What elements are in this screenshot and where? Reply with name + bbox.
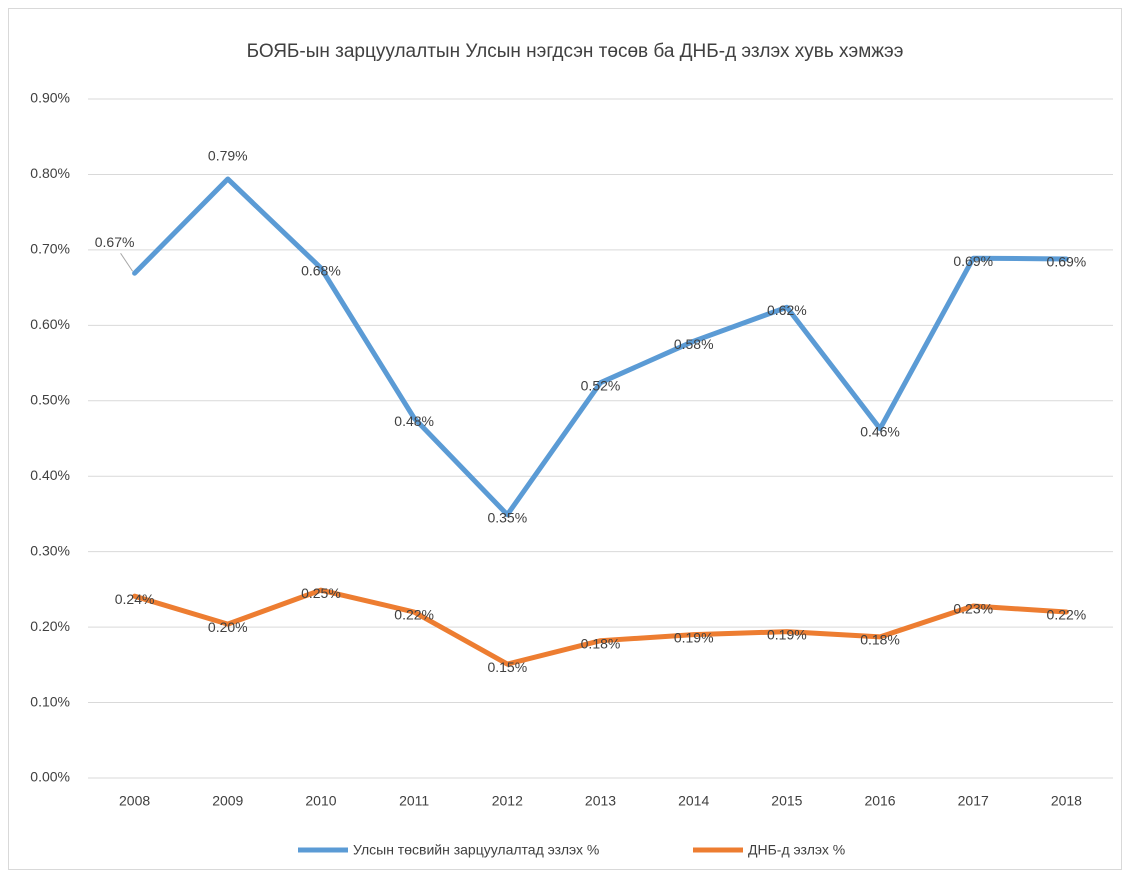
y-tick-label: 0.90% [30,90,70,106]
data-label: 0.67% [95,234,135,250]
x-tick-label: 2014 [678,793,709,809]
data-label: 0.15% [487,659,527,675]
series-line [132,176,1069,518]
series-line [132,587,1069,667]
data-label: 0.69% [953,253,993,269]
y-tick-label: 0.80% [30,165,70,181]
y-tick-label: 0.10% [30,693,70,709]
x-tick-label: 2015 [771,793,802,809]
data-label: 0.48% [394,413,434,429]
x-tick-label: 2008 [119,793,150,809]
x-tick-label: 2011 [399,793,429,809]
data-label: 0.79% [208,148,248,164]
data-label: 0.25% [301,585,341,601]
x-tick-label: 2009 [212,793,243,809]
y-tick-label: 0.40% [30,467,70,483]
chart-title: БОЯБ-ын зарцуулалтын Улсын нэгдсэн төсөв… [247,41,904,62]
y-tick-label: 0.30% [30,542,70,558]
x-tick-label: 2018 [1051,793,1082,809]
x-tick-label: 2017 [958,793,989,809]
y-tick-label: 0.00% [30,769,70,785]
legend-label: ДНБ-д эзлэх % [748,842,845,858]
data-label: 0.69% [1047,254,1087,270]
x-tick-label: 2012 [492,793,523,809]
x-tick-label: 2013 [585,793,616,809]
data-label: 0.24% [115,591,155,607]
data-label: 0.58% [674,336,714,352]
data-label: 0.68% [301,263,341,279]
data-label: 0.18% [581,635,621,651]
data-label: 0.20% [208,619,248,635]
y-tick-label: 0.50% [30,391,70,407]
x-tick-label: 2016 [864,793,895,809]
data-label: 0.46% [860,423,900,439]
data-label: 0.23% [953,601,993,617]
data-label: 0.18% [860,632,900,648]
y-tick-label: 0.20% [30,618,70,634]
data-label: 0.22% [394,607,434,623]
data-label: 0.52% [581,377,621,393]
data-label: 0.19% [767,626,807,642]
data-label: 0.62% [767,302,807,318]
data-label: 0.35% [487,509,527,525]
leader-line [120,252,134,272]
y-tick-label: 0.60% [30,316,70,332]
data-label: 0.22% [1047,607,1087,623]
y-tick-label: 0.70% [30,241,70,257]
data-label: 0.19% [674,629,714,645]
legend-label: Улсын төсвийн зарцуулалтад эзлэх % [353,842,599,858]
chart-frame [8,8,1122,870]
x-tick-label: 2010 [305,793,336,809]
